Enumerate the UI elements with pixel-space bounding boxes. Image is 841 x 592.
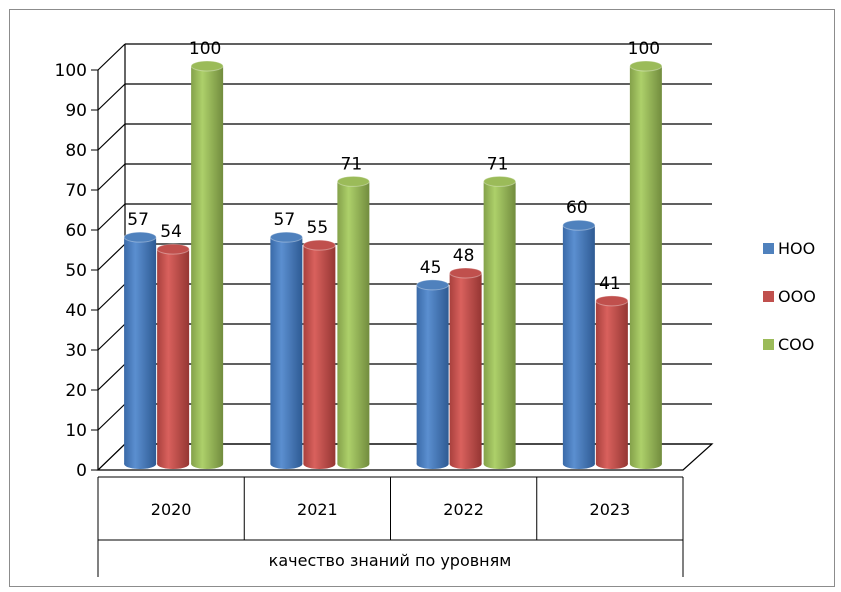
bar-base — [416, 459, 449, 469]
bar-top — [190, 60, 224, 72]
bar — [629, 60, 663, 469]
x-axis-title: качество знаний по уровням — [269, 551, 512, 570]
bar-top — [269, 231, 303, 243]
gridline-side — [97, 83, 126, 111]
bar — [562, 219, 596, 469]
data-label: 71 — [487, 154, 509, 174]
bar-top — [449, 267, 483, 279]
gridline-side — [97, 363, 126, 391]
data-label: 54 — [160, 222, 182, 242]
bar-top — [629, 60, 663, 72]
bar — [595, 295, 629, 469]
y-tick-label: 60 — [65, 221, 87, 241]
bar-base — [562, 459, 595, 469]
bar-top — [156, 243, 190, 255]
y-tick-label: 20 — [65, 381, 87, 401]
data-label: 100 — [189, 39, 221, 59]
bar-body — [191, 66, 224, 464]
gridline-side — [97, 163, 126, 191]
category-label: 2022 — [443, 500, 484, 519]
bar-base — [483, 459, 516, 469]
gridline-side — [97, 403, 126, 431]
axes: 0 10 20 30 40 50 60 70 80 90 100 — [55, 44, 714, 577]
bar-base — [270, 459, 303, 469]
data-label: 57 — [274, 210, 296, 230]
legend-label: ООО — [778, 287, 816, 306]
bar-body — [449, 272, 482, 464]
bar-body — [595, 300, 628, 464]
bar-top — [416, 279, 450, 291]
bar — [302, 239, 336, 469]
legend-swatch — [763, 291, 774, 302]
y-tick-label: 50 — [65, 261, 87, 281]
bar — [336, 175, 370, 469]
gridline-side — [97, 43, 126, 71]
bars — [123, 60, 663, 469]
category-axis: качество знаний по уровням 2020 2021 2022 2… — [151, 477, 630, 570]
bar-body — [416, 284, 449, 464]
chart-floor — [96, 443, 714, 471]
bar — [416, 279, 450, 469]
data-label: 55 — [307, 218, 329, 238]
gridline-side — [97, 203, 126, 231]
bar — [123, 231, 157, 469]
gridline-side — [97, 323, 126, 351]
bar-base — [157, 459, 190, 469]
bar-body — [270, 237, 303, 464]
legend-label: СОО — [778, 335, 814, 354]
y-tick-label: 40 — [65, 301, 87, 321]
bar-base — [303, 459, 336, 469]
y-tick-label: 10 — [65, 421, 87, 441]
category-label: 2021 — [297, 500, 338, 519]
gridline-side — [97, 123, 126, 151]
legend-label: НОО — [778, 239, 815, 258]
bar-body — [337, 181, 370, 465]
bar-top — [336, 175, 370, 187]
bar — [269, 231, 303, 469]
bar-top — [483, 175, 517, 187]
y-tick-label: 100 — [55, 61, 87, 81]
data-label: 57 — [127, 210, 149, 230]
data-label: 41 — [599, 274, 621, 294]
bar-base — [629, 459, 662, 469]
bar-base — [191, 459, 224, 469]
data-label: 45 — [420, 258, 442, 278]
data-label: 71 — [341, 154, 363, 174]
bar-top — [562, 219, 596, 231]
category-label: 2023 — [590, 500, 631, 519]
bar — [190, 60, 224, 469]
y-tick-label: 90 — [65, 101, 87, 121]
category-label: 2020 — [151, 500, 192, 519]
data-label: 100 — [628, 39, 660, 59]
y-tick-label: 30 — [65, 341, 87, 361]
bar-body — [303, 245, 336, 464]
bar-base — [449, 459, 482, 469]
bar — [449, 267, 483, 469]
bar-top — [302, 239, 336, 251]
legend: НОО ООО СОО — [763, 239, 816, 354]
data-label: 48 — [453, 246, 475, 266]
bar — [483, 175, 517, 469]
bar-body — [124, 237, 157, 464]
bar-body — [562, 225, 595, 464]
gridline-side — [97, 243, 126, 271]
bar-body — [483, 181, 516, 465]
data-label: 60 — [566, 198, 588, 218]
bar-top — [123, 231, 157, 243]
y-tick-label: 80 — [65, 141, 87, 161]
bar-base — [124, 459, 157, 469]
bar-body — [629, 66, 662, 464]
bar-base — [595, 459, 628, 469]
y-tick-label: 70 — [65, 181, 87, 201]
data-labels: 57 54 100 57 55 71 45 48 71 60 41 100 — [127, 39, 660, 294]
gridline-side — [97, 283, 126, 311]
legend-swatch — [763, 243, 774, 254]
legend-swatch — [763, 339, 774, 350]
y-tick-label: 0 — [76, 461, 87, 481]
bar — [156, 243, 190, 469]
bar-base — [337, 459, 370, 469]
bar-body — [157, 249, 190, 464]
bar-top — [595, 295, 629, 307]
